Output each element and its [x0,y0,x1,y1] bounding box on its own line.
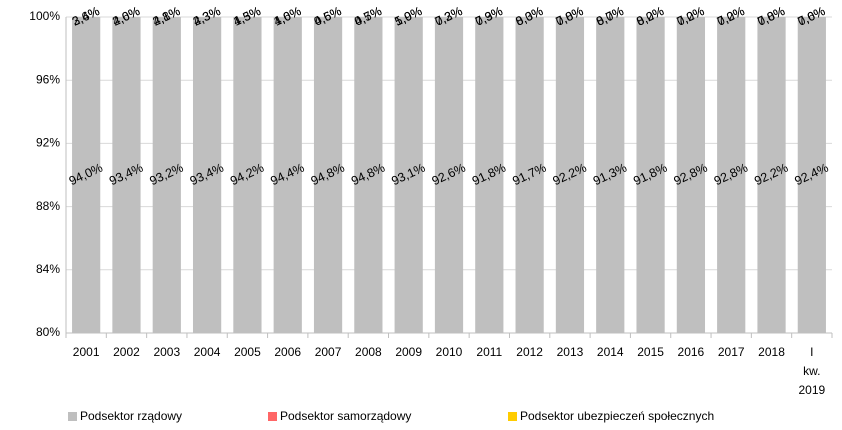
x-tick-label: 2003 [153,345,180,359]
x-tick-label: 2007 [315,345,342,359]
x-tick-label: 2017 [718,345,745,359]
x-tick-label: 2016 [678,345,705,359]
bar-segment [515,17,544,333]
x-tick-label: 2012 [516,345,543,359]
bar-segment [555,17,585,333]
bars [72,17,826,333]
bar-segment [233,17,262,333]
x-tick-label: 2006 [274,345,301,359]
bar-segment [394,17,423,333]
y-tick-label: 88% [36,199,60,213]
x-tick-label: 2013 [557,345,584,359]
legend-swatch [508,412,517,421]
x-tick-label: 2010 [436,345,463,359]
bar-segment [717,17,746,333]
legend-label: Podsektor rządowy [80,409,182,423]
bar-segment [354,17,383,333]
labels: 80%84%88%92%96%100%200194,0%3,6%2,4%2002… [29,4,833,423]
bar-segment [475,17,504,333]
legend-swatch [68,412,77,421]
x-tick-label: 2018 [758,345,785,359]
x-tick-label: 2005 [234,345,261,359]
x-tick-label: 2011 [476,345,502,359]
bar-segment [152,17,181,333]
bar-segment [72,17,101,333]
x-tick-label: 2015 [637,345,664,359]
y-tick-label: 92% [36,136,60,150]
bar-segment [112,17,141,333]
bar-segment [596,17,625,333]
bar-segment [273,17,302,333]
y-tick-label: 96% [36,72,60,86]
x-tick-label: 2009 [395,345,422,359]
x-tick-label: 2002 [113,345,140,359]
bar-segment [797,17,826,333]
bar-segment [313,17,343,333]
x-tick-label: 2001 [73,345,100,359]
bar-segment [757,17,786,333]
bar-segment [434,17,464,333]
legend-label: Podsektor samorządowy [280,409,411,423]
legend-label: Podsektor ubezpieczeń społecznych [520,409,714,423]
x-tick-label: 2004 [194,345,221,359]
x-tick-label: 2014 [597,345,624,359]
bar-segment [676,17,706,333]
y-tick-label: 84% [36,262,60,276]
bar-segment [192,17,222,333]
legend-swatch [268,412,277,421]
y-tick-label: 80% [36,325,60,339]
y-tick-label: 100% [29,9,60,23]
bar-segment [636,17,665,333]
x-tick-label: 2008 [355,345,382,359]
